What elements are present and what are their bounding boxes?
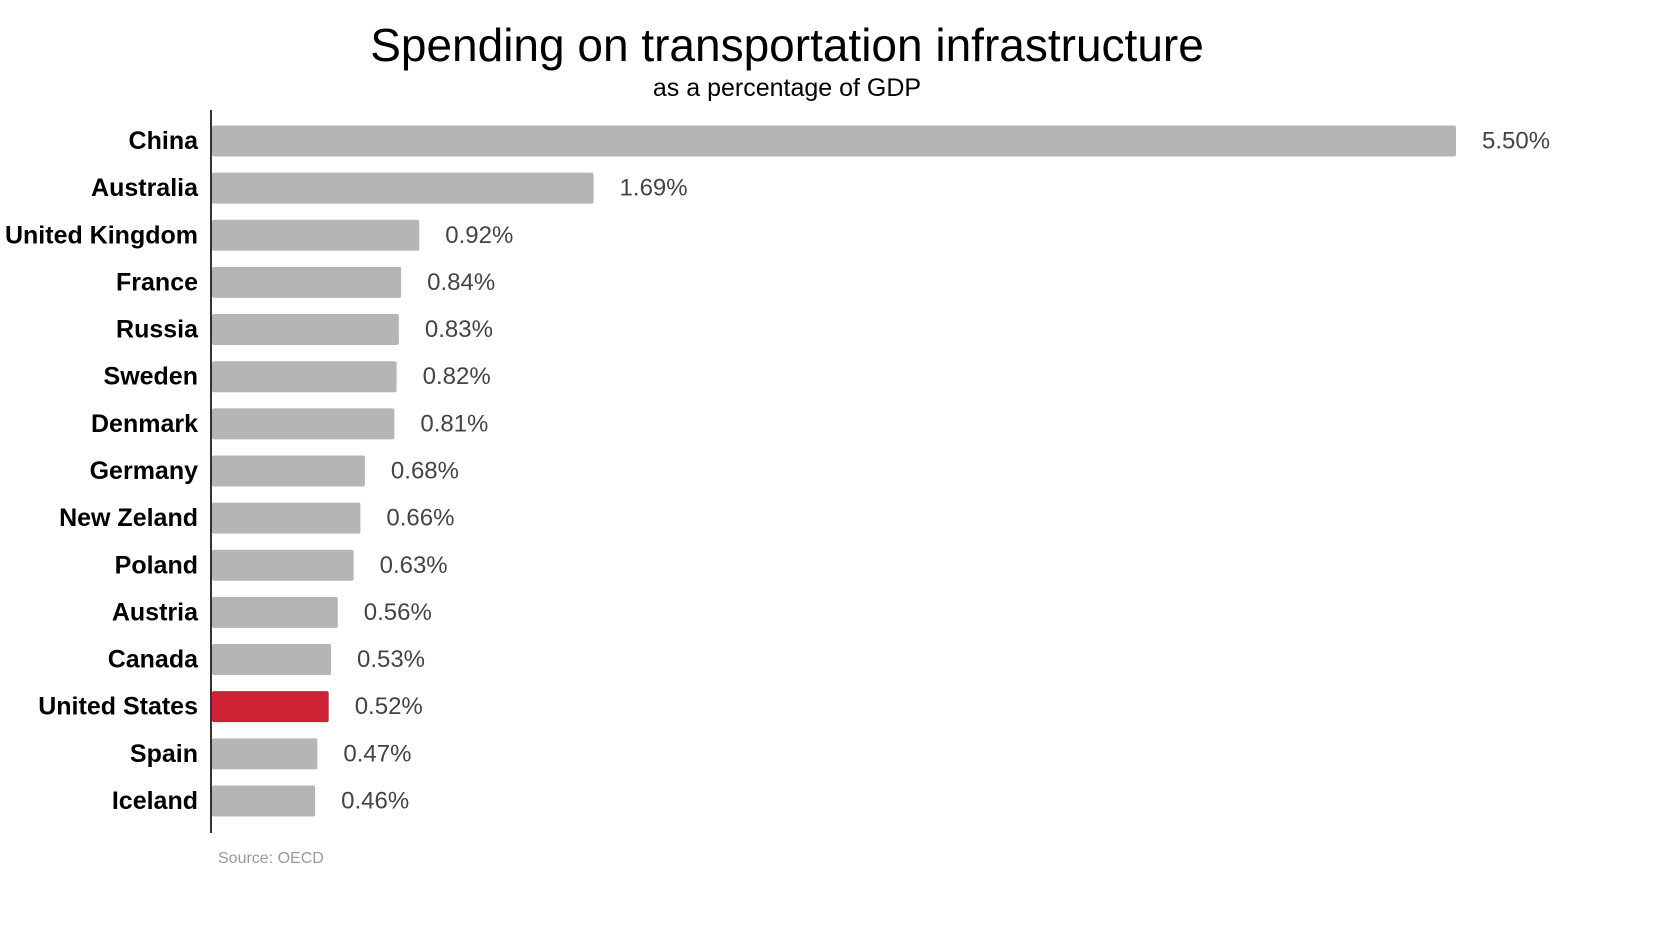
bars-group: China 5.50% Australia 1.69% United Kingdom 0.… bbox=[5, 125, 1550, 817]
category-label: Spain bbox=[130, 740, 198, 768]
value-label: 0.56% bbox=[364, 599, 432, 626]
bar bbox=[212, 361, 397, 393]
bar bbox=[212, 549, 354, 581]
value-label: 1.69% bbox=[620, 175, 688, 202]
value-label: 0.82% bbox=[423, 363, 491, 390]
value-label: 0.63% bbox=[380, 552, 448, 579]
category-label: United States bbox=[38, 693, 198, 721]
bar bbox=[212, 172, 594, 204]
bar bbox=[212, 738, 318, 770]
category-label: Sweden bbox=[104, 363, 198, 391]
category-label: Poland bbox=[115, 551, 198, 579]
bar bbox=[212, 455, 365, 487]
chart-title: Spending on transportation infrastructur… bbox=[370, 19, 1204, 71]
bar bbox=[212, 125, 1456, 157]
category-label: Australia bbox=[91, 174, 199, 202]
category-label: France bbox=[116, 268, 198, 296]
value-label: 0.84% bbox=[427, 269, 495, 296]
value-label: 0.53% bbox=[357, 646, 425, 673]
category-label: United Kingdom bbox=[5, 221, 198, 249]
bar bbox=[212, 314, 399, 346]
value-label: 0.46% bbox=[341, 787, 409, 814]
value-label: 0.66% bbox=[386, 505, 454, 532]
category-label: Canada bbox=[108, 646, 199, 674]
chart-subtitle: as a percentage of GDP bbox=[652, 74, 922, 102]
bar bbox=[212, 644, 331, 676]
value-label: 5.50% bbox=[1482, 128, 1550, 155]
category-label: Austria bbox=[112, 598, 199, 626]
category-label: Russia bbox=[116, 316, 199, 344]
bar bbox=[212, 502, 361, 534]
category-label: Germany bbox=[90, 457, 198, 485]
value-label: 0.52% bbox=[355, 693, 423, 720]
bar bbox=[212, 408, 395, 440]
bar bbox=[212, 596, 338, 628]
bar bbox=[212, 219, 420, 251]
value-label: 0.83% bbox=[425, 316, 493, 343]
bar-highlight bbox=[212, 691, 329, 723]
source-note: Source: OECD bbox=[218, 850, 324, 867]
bar bbox=[212, 785, 316, 817]
bar bbox=[212, 266, 402, 298]
value-label: 0.81% bbox=[420, 410, 488, 437]
category-label: New Zeland bbox=[59, 504, 198, 532]
category-label: Iceland bbox=[112, 787, 198, 815]
value-label: 0.68% bbox=[391, 457, 459, 484]
value-label: 0.92% bbox=[445, 222, 513, 249]
category-label: Denmark bbox=[91, 410, 198, 438]
category-label: China bbox=[129, 127, 200, 155]
value-label: 0.47% bbox=[343, 740, 411, 767]
